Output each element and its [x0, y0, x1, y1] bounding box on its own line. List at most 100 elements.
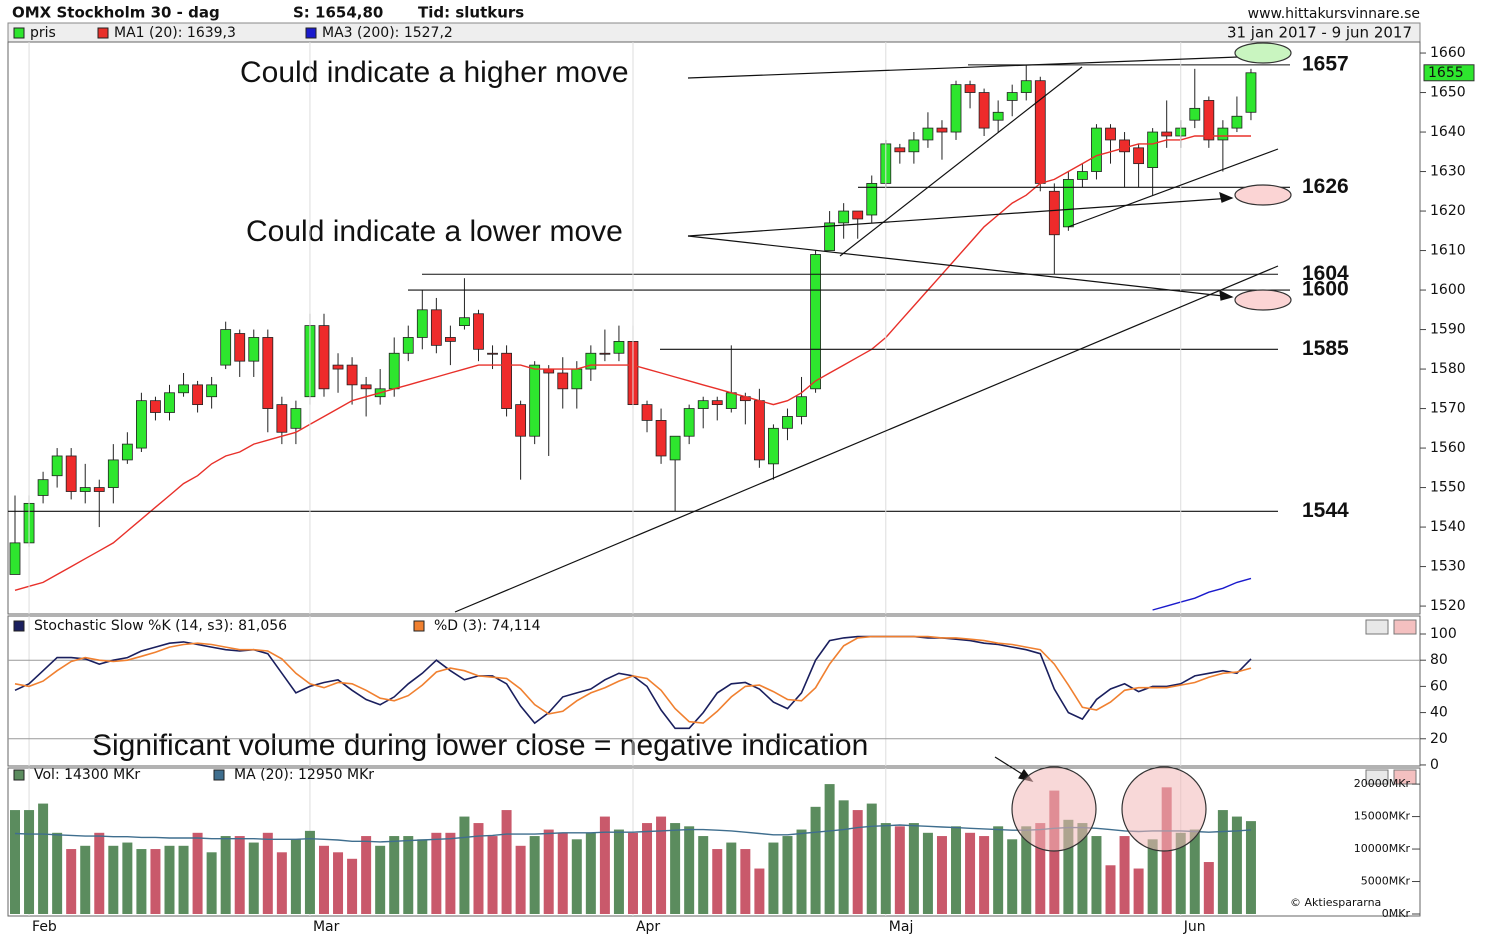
volume-bar	[94, 832, 105, 914]
y-tick-label: 15000MKr	[1354, 810, 1411, 823]
candle-body	[121, 443, 133, 461]
volume-bar	[543, 829, 554, 914]
volume-bar	[754, 868, 765, 914]
volume-bar	[375, 845, 386, 914]
volume-bar	[866, 803, 877, 914]
candle-body	[1245, 72, 1257, 113]
x-tick-label: Jun	[1183, 919, 1206, 935]
candle-body	[768, 427, 779, 465]
source: www.hittakursvinnare.se	[1248, 6, 1420, 22]
candle-body	[360, 384, 372, 390]
x-tick-label: Apr	[636, 919, 660, 935]
stat: S: 1654,80	[293, 4, 383, 22]
candle-body	[136, 400, 147, 449]
candle-body	[782, 416, 793, 429]
volume-bar	[1147, 839, 1158, 914]
last-price-label: 1655	[1428, 65, 1464, 81]
legend-swatch	[13, 620, 25, 632]
candle-body	[178, 384, 189, 394]
legend-label: %D (3): 74,114	[434, 618, 541, 634]
y-tick-label: 1530	[1430, 559, 1466, 575]
volume-bar	[1217, 810, 1228, 914]
volume-bar	[782, 836, 793, 914]
volume-bar	[712, 849, 723, 914]
x-tick-label: Maj	[889, 919, 914, 935]
annotation: Could indicate a higher move	[240, 56, 629, 89]
candle-body	[290, 408, 302, 429]
candle-body	[248, 337, 260, 362]
candle-body	[93, 487, 105, 492]
candle-body	[1231, 115, 1243, 129]
y-tick-label: 1540	[1430, 519, 1466, 535]
volume-bar	[768, 842, 779, 914]
y-tick-label: 1640	[1430, 124, 1466, 140]
volume-bar	[880, 823, 891, 914]
candle-body	[262, 337, 274, 409]
volume-bar	[599, 816, 610, 914]
volume-bar	[220, 836, 231, 914]
annotation: Could indicate a lower move	[246, 215, 623, 248]
candle-body	[669, 435, 681, 461]
candle-body	[557, 372, 569, 390]
y-tick-label: 1570	[1430, 401, 1466, 417]
candle-body	[65, 455, 77, 492]
candle-body	[234, 333, 246, 362]
candle-body	[402, 337, 414, 354]
y-tick-label: 20000MKr	[1354, 777, 1411, 790]
candle-body	[1119, 139, 1130, 153]
volume-bar	[1007, 839, 1018, 914]
chart-title: OMX Stockholm 30 - dag	[12, 4, 220, 22]
level-label: 1657	[1302, 52, 1349, 75]
volume-bar	[515, 845, 526, 914]
y-tick-label: 1600	[1430, 282, 1466, 298]
volume-bar	[262, 832, 273, 914]
y-tick-label: 20	[1430, 731, 1448, 747]
volume-bar	[838, 800, 849, 914]
candle-body	[950, 84, 962, 133]
volume-bar	[389, 836, 400, 914]
volume-bar	[965, 832, 976, 914]
legend-label: MA (20): 12950 MKr	[234, 767, 374, 783]
candle-body	[1006, 92, 1018, 101]
volume-bar	[951, 826, 962, 914]
y-tick-label: 1590	[1430, 322, 1466, 338]
legend-swatch	[13, 27, 25, 39]
volume-bar	[627, 832, 638, 914]
legend-swatch	[413, 620, 425, 632]
candle-body	[220, 329, 232, 366]
volume-bar	[290, 839, 301, 914]
volume-bar	[1203, 862, 1214, 914]
volume-bar	[1231, 816, 1242, 914]
volume-bar	[824, 784, 835, 914]
candle-body	[318, 325, 330, 390]
candle-body	[192, 384, 203, 406]
candle-body	[501, 352, 512, 409]
volume-bar	[1021, 826, 1032, 914]
candle-body	[164, 392, 175, 413]
volume-bar	[852, 810, 863, 914]
volume-bar	[403, 836, 414, 914]
candle-body	[473, 313, 484, 350]
volume-bar	[726, 842, 737, 914]
candle-body	[346, 364, 358, 386]
level-label: 1600	[1302, 278, 1349, 301]
volume-bar	[431, 832, 442, 914]
candle-body	[1189, 107, 1201, 121]
candle-body	[1147, 131, 1159, 168]
stat: Tid: slutkurs	[418, 4, 524, 22]
volume-bar	[908, 823, 919, 914]
volume-bar	[80, 845, 91, 914]
candle-body	[206, 384, 218, 398]
volume-bar	[122, 842, 133, 914]
volume-bar	[1119, 836, 1130, 914]
y-tick-label: 1660	[1430, 45, 1466, 61]
volume-bar	[1105, 865, 1116, 914]
volume-bar	[796, 829, 807, 914]
legend-swatch	[213, 769, 225, 781]
candle-body	[655, 420, 667, 457]
candle-body	[1133, 147, 1144, 165]
volume-bar	[1189, 829, 1200, 914]
candle-body	[529, 364, 541, 437]
legend-label: Vol: 14300 MKr	[34, 767, 140, 783]
volume-bar	[318, 845, 329, 914]
